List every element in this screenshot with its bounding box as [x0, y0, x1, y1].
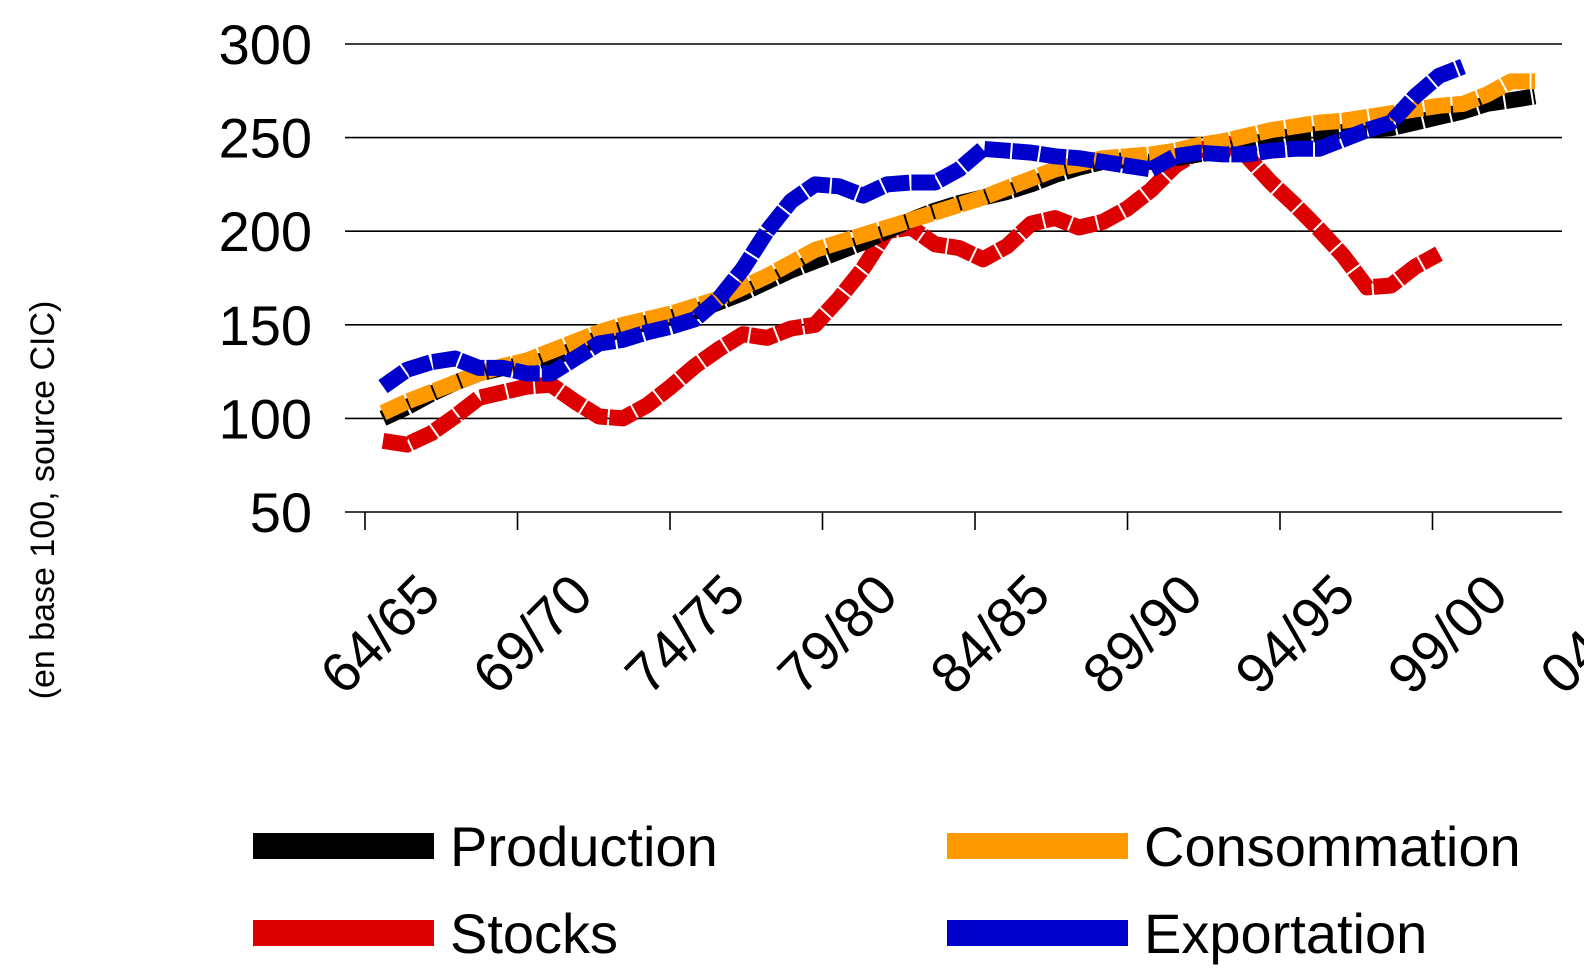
y-tick-label: 200	[219, 200, 312, 263]
y-axis-label: (en base 100, source CIC)	[24, 301, 62, 700]
series-line-stocks	[381, 133, 1443, 453]
legend: Production Consommation Stocks Exportation	[253, 815, 1521, 965]
legend-swatch	[253, 833, 434, 859]
y-tick-label: 50	[250, 481, 312, 544]
legend-label: Exportation	[1144, 902, 1427, 965]
x-tick-label: 99/00	[1375, 562, 1519, 706]
legend-item-consommation: Consommation	[947, 815, 1521, 878]
legend-swatch	[947, 920, 1128, 946]
legend-label: Stocks	[450, 902, 618, 965]
legend-item-stocks: Stocks	[253, 902, 618, 965]
x-tick-label: 94/95	[1223, 562, 1367, 706]
x-axis: 64/65 69/70 74/75 79/80 84/85 89/90 94/95 99/00…	[308, 512, 1584, 706]
legend-item-production: Production	[253, 815, 718, 878]
legend-swatch	[947, 833, 1128, 859]
x-tick-label: 84/85	[918, 562, 1062, 706]
x-tick-label: 79/80	[765, 562, 909, 706]
legend-swatch	[253, 920, 434, 946]
x-tick-label: 89/90	[1070, 562, 1214, 706]
legend-label: Production	[450, 815, 718, 878]
legend-item-exportation: Exportation	[947, 902, 1427, 965]
x-tick-label: 74/75	[613, 562, 757, 706]
y-tick-label: 250	[219, 107, 312, 170]
x-tick-label: 64/65	[308, 562, 452, 706]
y-tick-label: 100	[219, 387, 312, 450]
series-lines	[378, 59, 1537, 453]
x-tick-label: 69/70	[460, 562, 604, 706]
y-tick-label: 300	[219, 13, 312, 76]
series-line-consommation	[379, 73, 1535, 421]
y-axis-ticks: 50 100 150 200 250 300	[219, 13, 312, 544]
legend-label: Consommation	[1144, 815, 1521, 878]
y-tick-label: 150	[219, 294, 312, 357]
series-line-exportation	[378, 59, 1466, 394]
gridlines	[345, 43, 1562, 513]
x-tick-label: 04/05	[1528, 562, 1584, 706]
